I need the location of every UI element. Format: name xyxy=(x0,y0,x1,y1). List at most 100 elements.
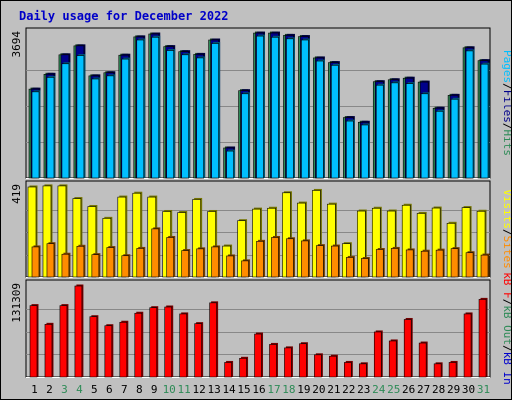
sites-bar-19-face xyxy=(301,240,309,278)
sites-bar-28-face xyxy=(435,249,444,278)
x-tick-label-9: 9 xyxy=(151,383,158,396)
kbf-bar-27 xyxy=(418,341,428,378)
sites-bar-7 xyxy=(121,254,131,278)
sites-bar-30 xyxy=(465,251,475,278)
pages-bar-1-face xyxy=(31,91,40,179)
pages-bar-31-face xyxy=(480,63,489,179)
kbf-bar-17 xyxy=(269,342,278,378)
sites-bar-26-face xyxy=(405,249,414,278)
pages-bar-1 xyxy=(31,90,41,179)
kbf-bar-28 xyxy=(433,362,443,378)
pages-bar-21 xyxy=(331,63,340,179)
kbf-bar-3 xyxy=(59,304,69,378)
pages-bar-15-face xyxy=(241,93,249,179)
panel-top-legend-item-0: Pages xyxy=(501,50,511,83)
kbf-bar-6 xyxy=(104,324,114,378)
kbf-bar-13 xyxy=(209,301,219,378)
sites-bar-9-face xyxy=(151,228,160,278)
panel-bottom-legend-item-2: kB Out xyxy=(501,305,511,345)
panel-bottom-legend-item-4: kB In xyxy=(501,352,511,385)
pages-bar-7-face xyxy=(121,58,130,179)
x-tick-label-14: 14 xyxy=(222,383,236,396)
sites-bar-10 xyxy=(166,235,176,278)
kbf-bar-30 xyxy=(463,312,473,378)
kbf-bar-21 xyxy=(329,354,338,378)
kbf-bar-20-face xyxy=(314,354,322,378)
pages-bar-30 xyxy=(465,49,475,179)
sites-bar-31 xyxy=(480,253,490,278)
kbf-bar-1 xyxy=(29,304,39,378)
x-tick-label-17: 17 xyxy=(267,383,280,396)
pages-bar-28-face xyxy=(435,111,444,179)
x-tick-label-30: 30 xyxy=(462,383,475,396)
sites-bar-11 xyxy=(181,249,191,278)
x-tick-label-13: 13 xyxy=(207,383,220,396)
sites-bar-4 xyxy=(76,244,86,278)
x-tick-label-15: 15 xyxy=(237,383,250,396)
pages-bar-24 xyxy=(375,83,385,179)
pages-bar-14 xyxy=(226,149,236,179)
kbf-bar-15 xyxy=(239,356,249,378)
panel-top-ymax-label: 3694 xyxy=(10,31,23,58)
kbf-bar-9-face xyxy=(149,307,158,378)
kbf-bar-12-face xyxy=(194,323,202,378)
x-tick-label-19: 19 xyxy=(297,383,310,396)
kbf-bar-25 xyxy=(388,339,398,378)
kbf-bar-23-face xyxy=(358,363,367,378)
x-tick-label-1: 1 xyxy=(31,383,38,396)
x-tick-label-25: 25 xyxy=(387,383,400,396)
panel-top-legend-item-4: Hits xyxy=(501,130,511,157)
sites-bar-22 xyxy=(346,255,355,278)
sites-bar-27 xyxy=(420,249,430,278)
sites-bar-22-face xyxy=(346,257,354,278)
sites-bar-31-face xyxy=(480,254,489,278)
pages-bar-24-face xyxy=(375,84,384,179)
sites-bar-15 xyxy=(241,259,251,278)
pages-bar-7 xyxy=(121,57,131,179)
kbf-bar-11-face xyxy=(179,313,187,378)
pages-bar-21-face xyxy=(331,65,339,179)
kbf-bar-30-face xyxy=(463,313,472,378)
pages-bar-3 xyxy=(61,62,71,179)
pages-bar-28 xyxy=(435,109,445,179)
x-tick-label-31: 31 xyxy=(477,383,490,396)
kbf-bar-3-face xyxy=(59,305,68,378)
kbf-bar-26 xyxy=(403,317,413,378)
pages-bar-25-face xyxy=(390,82,399,179)
pages-bar-26-face xyxy=(405,83,414,179)
sites-bar-5 xyxy=(91,253,101,278)
sites-bar-1 xyxy=(31,245,41,278)
pages-bar-8-face xyxy=(136,39,145,179)
sites-bar-7-face xyxy=(121,255,130,278)
pages-bar-2 xyxy=(46,75,56,179)
sites-bar-24-face xyxy=(375,249,384,278)
kbf-bar-18-face xyxy=(284,347,292,378)
x-tick-label-22: 22 xyxy=(342,383,355,396)
x-tick-label-4: 4 xyxy=(76,383,83,396)
x-tick-label-20: 20 xyxy=(312,383,325,396)
pages-bar-25 xyxy=(390,81,400,179)
chart-title: Daily usage for December 2022 xyxy=(19,9,229,23)
pages-bar-31 xyxy=(480,62,490,179)
kbf-bar-29 xyxy=(448,360,458,378)
pages-bar-5 xyxy=(91,77,101,179)
panel-middle-legend-item-2: Sites xyxy=(501,236,511,269)
panel-middle: 419 Visits/Sites xyxy=(10,180,511,278)
kbf-bar-22-face xyxy=(344,362,352,378)
sites-bar-25 xyxy=(390,246,400,278)
sites-bar-3 xyxy=(61,252,71,278)
pages-bar-8 xyxy=(136,38,146,179)
sites-bar-8 xyxy=(136,246,146,278)
sites-bar-20-face xyxy=(316,245,324,278)
x-tick-label-28: 28 xyxy=(432,383,445,396)
sites-bar-3-face xyxy=(61,253,70,278)
kbf-bar-11 xyxy=(179,312,189,378)
kbf-bar-10 xyxy=(164,305,174,378)
sites-bar-29 xyxy=(450,247,460,278)
pages-bar-4-face xyxy=(76,55,85,179)
sites-bar-18 xyxy=(286,237,295,278)
pages-bar-29-face xyxy=(450,98,459,179)
pages-bar-2-face xyxy=(46,77,55,179)
x-tick-label-11: 11 xyxy=(178,383,191,396)
